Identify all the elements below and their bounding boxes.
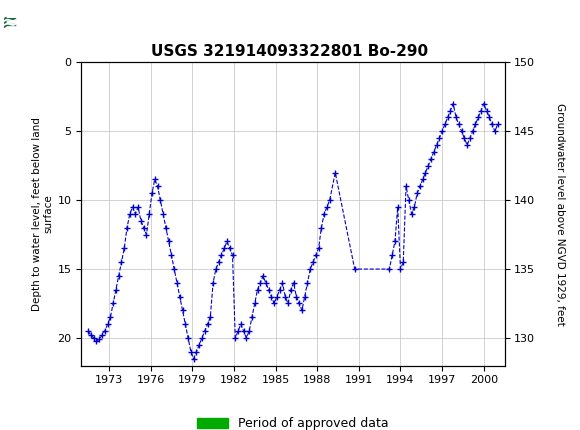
Y-axis label: Depth to water level, feet below land
surface: Depth to water level, feet below land su… — [31, 117, 53, 311]
Text: USGS: USGS — [23, 13, 83, 32]
Text: ≋: ≋ — [2, 13, 19, 32]
Bar — [88, 366, 338, 374]
FancyBboxPatch shape — [1, 2, 21, 43]
Legend: Period of approved data: Period of approved data — [192, 412, 394, 430]
Text: ≡: ≡ — [3, 11, 24, 34]
Bar — [342, 366, 346, 374]
Bar — [387, 366, 501, 374]
Y-axis label: Groundwater level above NGVD 1929, feet: Groundwater level above NGVD 1929, feet — [555, 102, 565, 326]
Text: USGS 321914093322801 Bo-290: USGS 321914093322801 Bo-290 — [151, 44, 429, 59]
Text: USGS: USGS — [46, 14, 102, 31]
